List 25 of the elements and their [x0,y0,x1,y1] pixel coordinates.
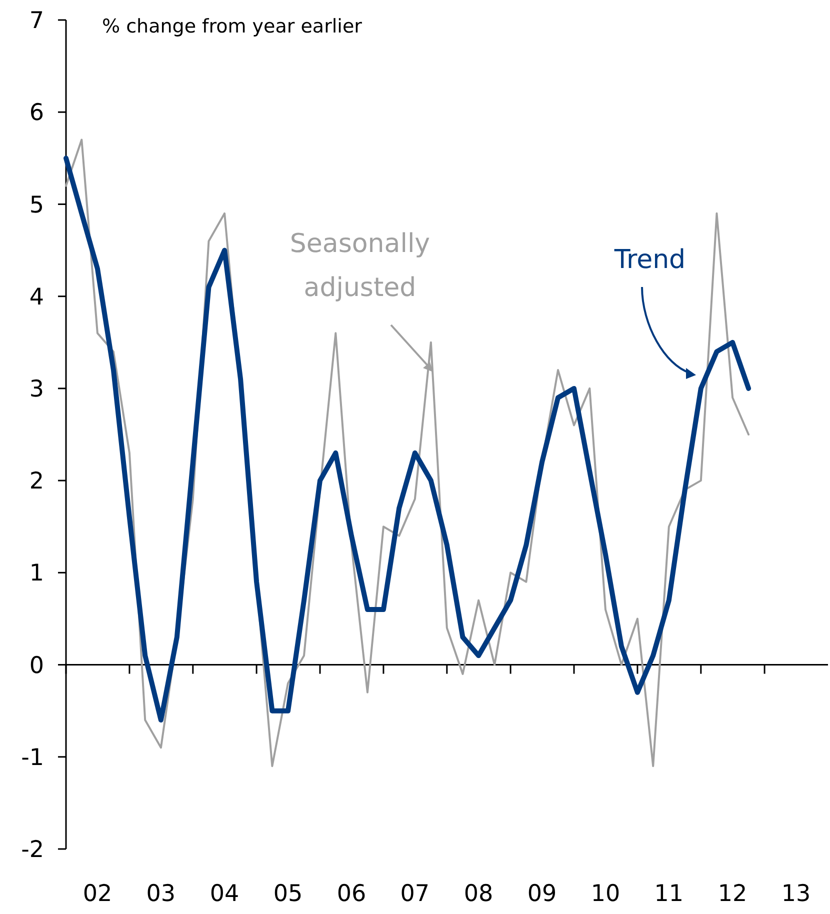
x-tick-label: 11 [654,881,684,908]
x-tick-label: 03 [146,881,176,908]
x-tick-label: 04 [210,881,240,908]
text: Trend [613,245,686,275]
x-tick-label: 12 [718,881,748,908]
x-tick-label: 08 [464,881,494,908]
y-tick-label: 2 [29,468,44,495]
x-tick-label: 09 [527,881,557,908]
y-tick-label: -1 [21,744,44,771]
y-tick-label: 4 [29,284,44,310]
y-tick-label: 6 [29,100,44,126]
x-tick-label: 06 [336,881,366,908]
y-tick-label: 7 [29,8,44,34]
x-tick-label: 10 [590,881,620,908]
x-tick-label: 02 [82,881,112,908]
y-tick-label: 3 [29,376,44,402]
y-tick-label: -2 [21,837,44,864]
x-tick-label: 13 [781,881,811,908]
y-axis-title: % change from year earlier [102,16,362,38]
y-tick-label: 0 [29,652,44,679]
y-tick-label: 5 [29,192,44,218]
x-tick-label: 07 [400,881,430,908]
series-label: Seasonally adjusted [290,229,430,303]
y-tick-label: 1 [29,560,44,587]
x-tick-label: 05 [273,881,303,908]
